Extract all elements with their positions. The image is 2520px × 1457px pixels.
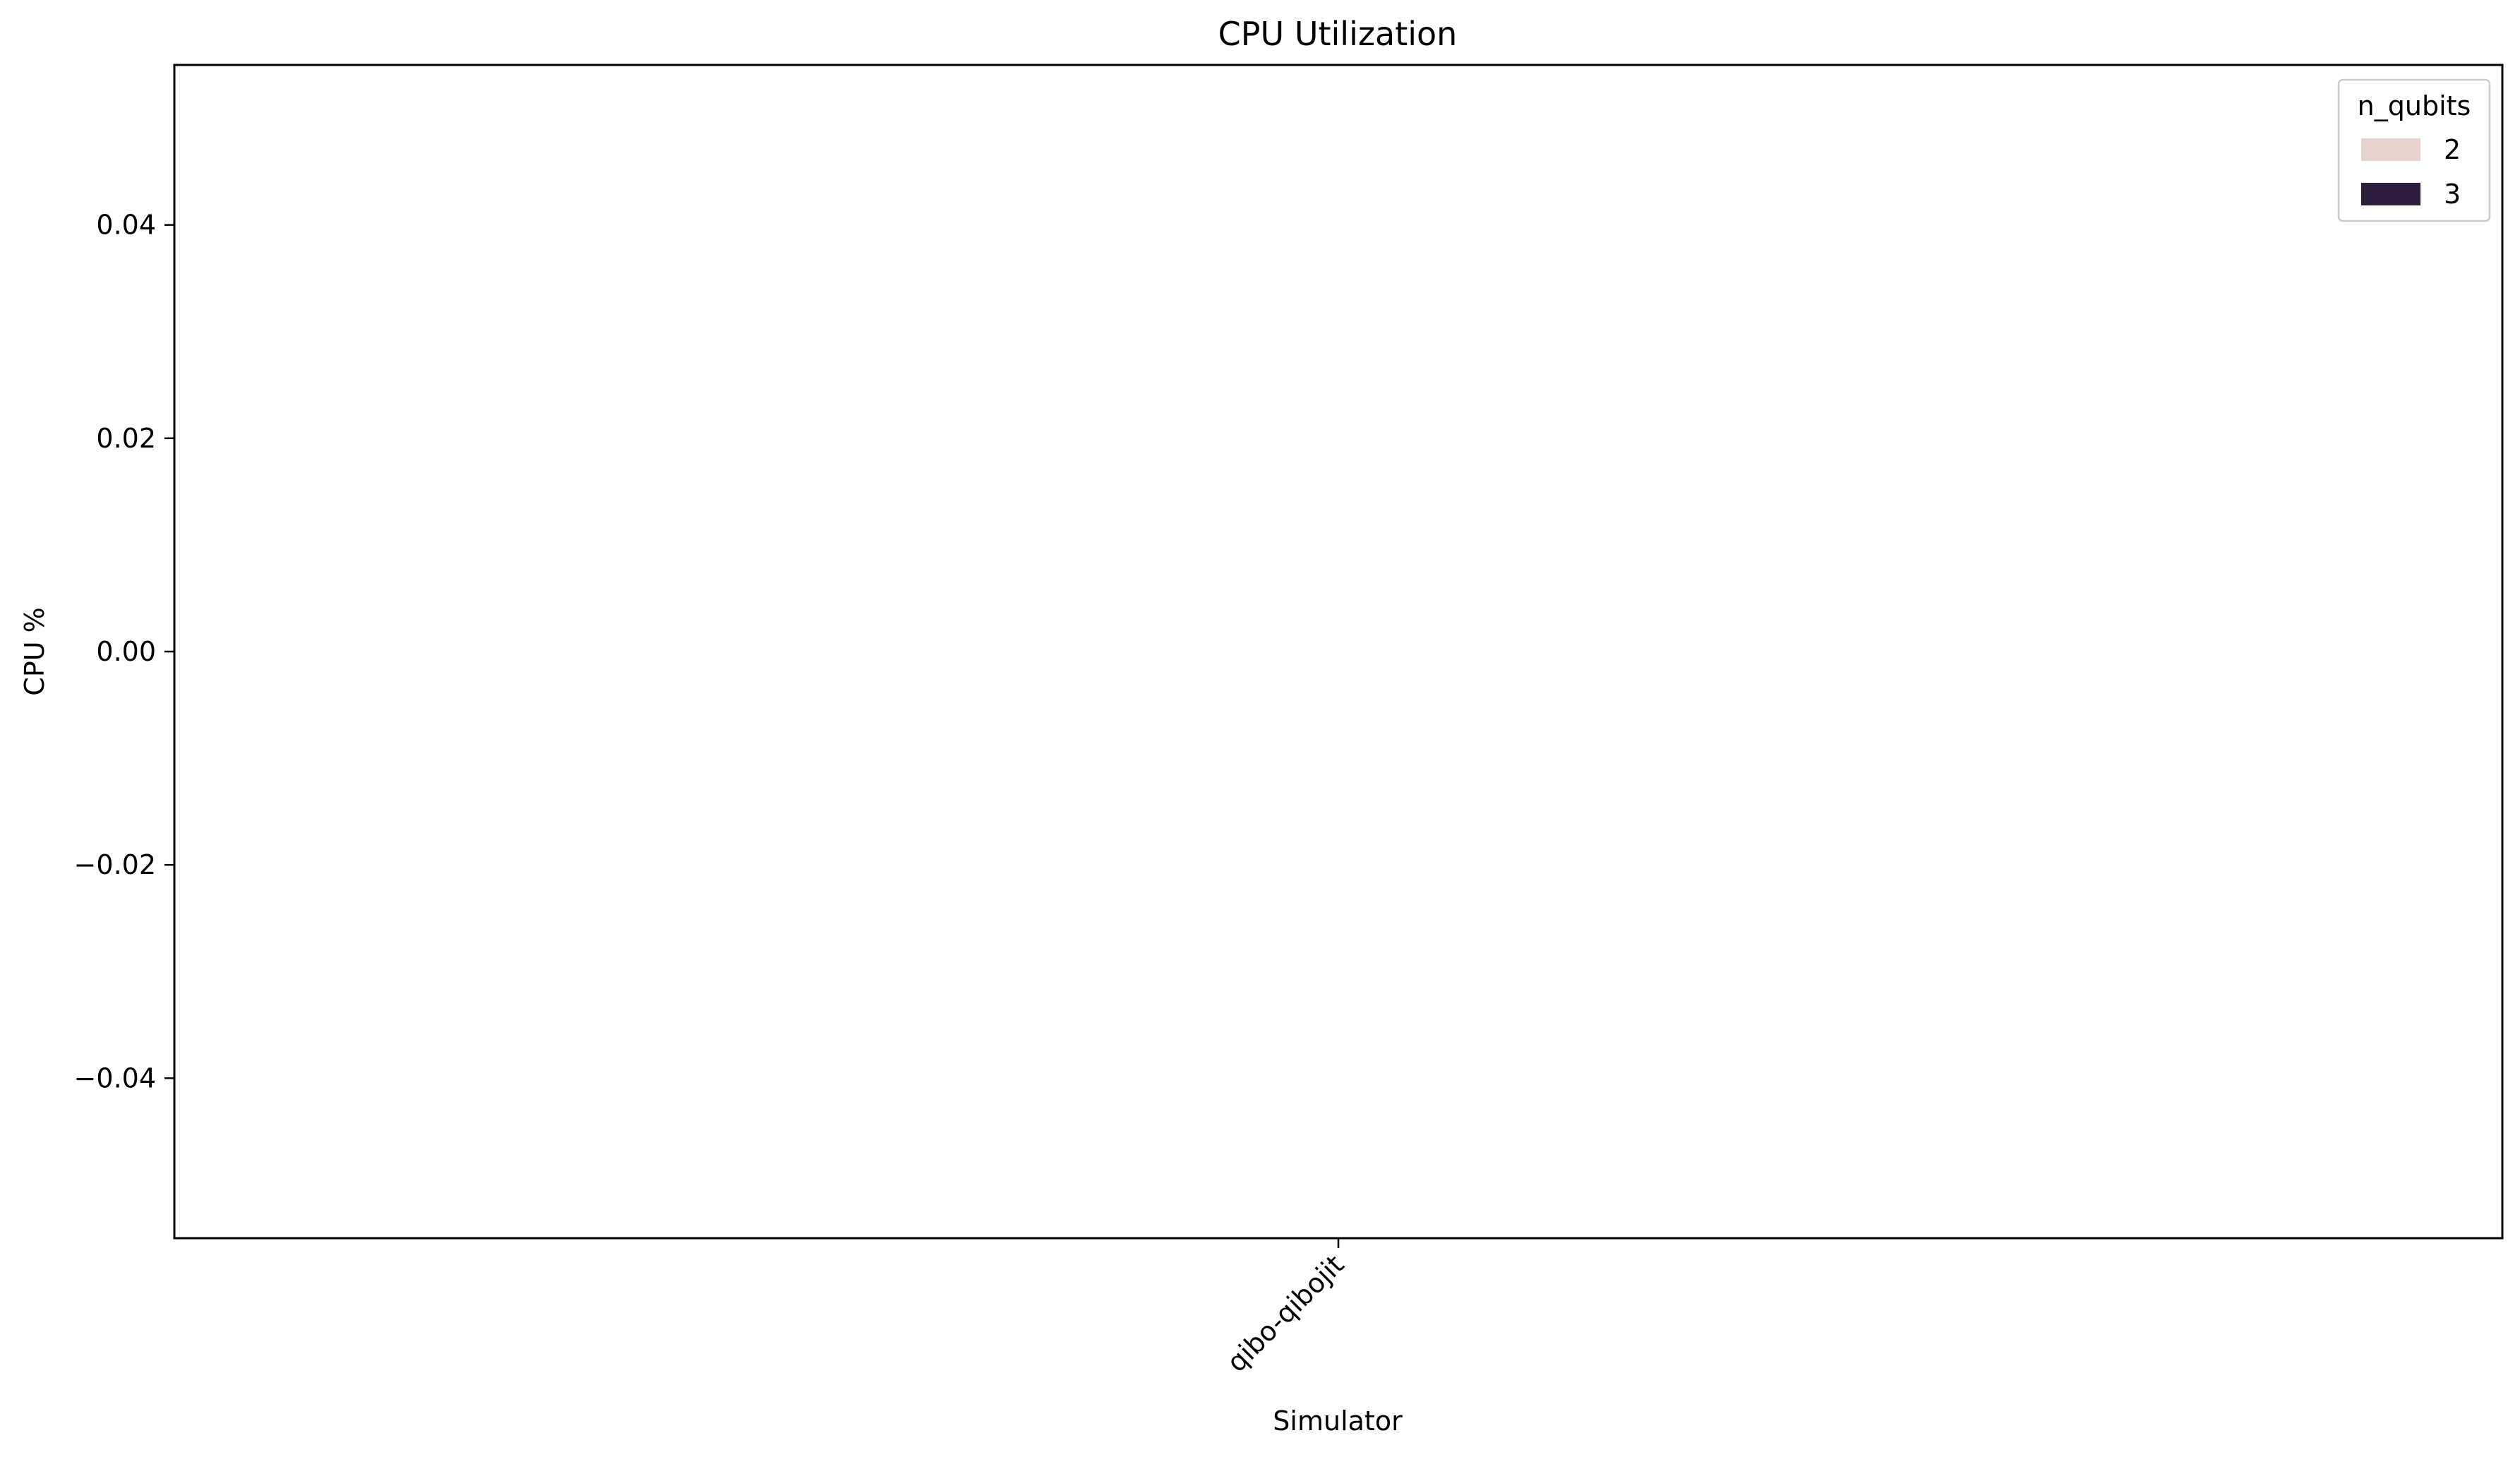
y-tick-label: −0.04 — [74, 1062, 156, 1093]
y-tick-label: 0.02 — [96, 423, 156, 454]
legend-title: n_qubits — [2358, 90, 2471, 121]
y-tick-label: 0.04 — [96, 210, 156, 241]
y-axis-label: CPU % — [19, 607, 50, 695]
legend-swatch — [2361, 138, 2420, 161]
legend-item: 3 — [2361, 179, 2461, 210]
legend-label: 2 — [2444, 134, 2461, 165]
y-tick-label: 0.00 — [96, 636, 156, 667]
y-tick-label: −0.02 — [74, 849, 156, 880]
legend-item: 2 — [2361, 134, 2461, 165]
plot-area — [173, 64, 2504, 1240]
plot-frame — [173, 64, 2504, 1240]
legend-swatch — [2361, 183, 2420, 205]
chart-title: CPU Utilization — [1218, 15, 1458, 53]
legend: n_qubits 2 3 — [2337, 78, 2491, 222]
y-axis: −0.04 −0.02 0.00 0.02 0.04 — [74, 210, 174, 1093]
legend-label: 3 — [2444, 179, 2461, 210]
x-axis-label: Simulator — [1273, 1405, 1403, 1437]
